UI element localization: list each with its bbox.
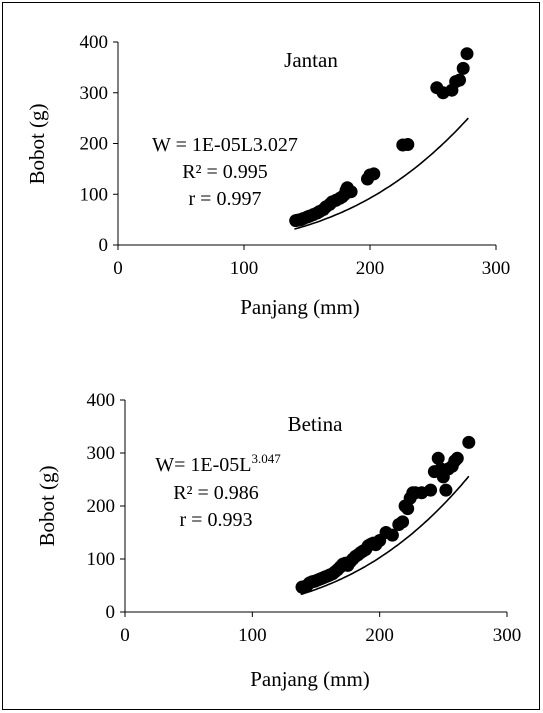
trendline-group bbox=[300, 475, 470, 596]
points-group bbox=[289, 47, 474, 228]
data-point bbox=[450, 451, 464, 465]
x-tick-label: 0 bbox=[113, 258, 123, 279]
data-point bbox=[396, 515, 410, 529]
y-axis-label: Bobot (g) bbox=[25, 103, 49, 184]
y-tick-label: 400 bbox=[80, 32, 109, 53]
x-tick-label: 200 bbox=[365, 625, 394, 646]
data-point bbox=[460, 47, 474, 61]
x-tick-label: 0 bbox=[120, 625, 130, 646]
axis-ticks: 0 100 200 300 0 100 200 300 400 bbox=[80, 32, 511, 279]
data-point bbox=[401, 138, 415, 151]
data-point bbox=[439, 483, 453, 497]
chart-title: Jantan bbox=[284, 48, 338, 72]
y-tick-label: 300 bbox=[80, 83, 109, 104]
data-point bbox=[367, 167, 381, 181]
x-axis-label: Panjang (mm) bbox=[240, 295, 360, 319]
x-tick-label: 300 bbox=[493, 625, 522, 646]
y-axis-label: Bobot (g) bbox=[35, 465, 59, 546]
data-point bbox=[462, 435, 476, 449]
power-trendline bbox=[294, 117, 469, 230]
y-tick-label: 200 bbox=[80, 134, 109, 155]
data-point bbox=[424, 483, 438, 497]
x-tick-label: 100 bbox=[238, 625, 267, 646]
y-tick-label: 100 bbox=[80, 184, 109, 205]
y-tick-label: 0 bbox=[106, 602, 116, 623]
chart-title: Betina bbox=[288, 412, 343, 436]
x-tick-label: 300 bbox=[482, 258, 511, 279]
power-trendline bbox=[300, 475, 470, 596]
points-group bbox=[295, 435, 476, 594]
y-tick-label: 200 bbox=[87, 496, 116, 517]
y-tick-label: 100 bbox=[87, 549, 116, 570]
equation-annotation: W= 1E-05L3.047 bbox=[155, 451, 281, 476]
x-axis-label: Panjang (mm) bbox=[250, 667, 370, 691]
y-tick-label: 0 bbox=[99, 235, 109, 256]
chart-jantan: 0 100 200 300 0 100 200 300 400 Jantan Panjang (… bbox=[25, 32, 510, 319]
x-tick-label: 200 bbox=[356, 258, 385, 279]
y-tick-label: 300 bbox=[87, 443, 116, 464]
chart-betina: 0 100 200 300 0 100 200 300 400 Betina Panjang (… bbox=[35, 390, 521, 691]
data-point bbox=[344, 185, 358, 199]
equation-exponent: 3.047 bbox=[252, 451, 282, 466]
data-point bbox=[431, 451, 445, 465]
r-annotation: r = 0.997 bbox=[189, 188, 262, 210]
equation-prefix: W= 1E-05L bbox=[155, 454, 251, 476]
r-annotation: r = 0.993 bbox=[180, 509, 253, 531]
r2-annotation: R² = 0.986 bbox=[173, 482, 259, 504]
data-point bbox=[453, 73, 466, 87]
data-point bbox=[456, 61, 470, 75]
data-point bbox=[385, 528, 399, 542]
x-tick-label: 100 bbox=[230, 258, 259, 279]
axis-ticks: 0 100 200 300 0 100 200 300 400 bbox=[87, 390, 522, 646]
data-point bbox=[401, 502, 415, 516]
y-tick-label: 400 bbox=[87, 390, 116, 411]
equation-annotation: W = 1E-05L3.027 bbox=[152, 134, 298, 156]
trendline-group bbox=[294, 117, 469, 230]
r2-annotation: R² = 0.995 bbox=[182, 161, 268, 183]
